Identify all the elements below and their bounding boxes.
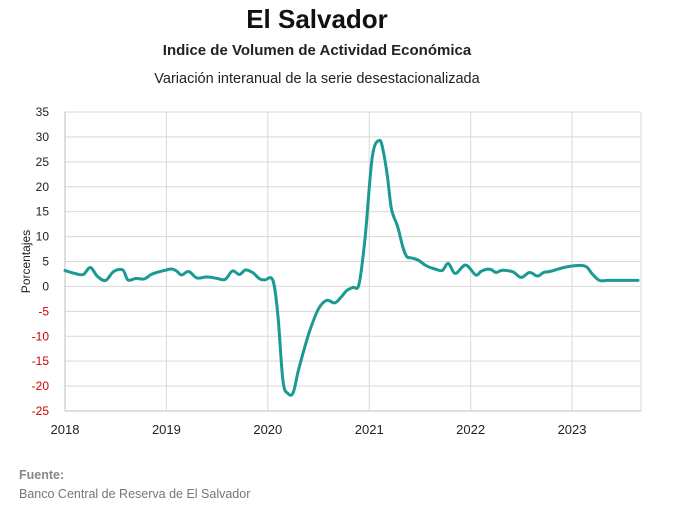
y-tick-label: 15 bbox=[36, 205, 50, 219]
x-tick-label: 2023 bbox=[558, 422, 587, 437]
chart-title: El Salvador bbox=[246, 4, 388, 34]
y-tick-label: 30 bbox=[36, 130, 50, 144]
chart-subtitle: Indice de Volumen de Actividad Económica bbox=[162, 42, 472, 59]
y-tick-label: 5 bbox=[42, 255, 49, 269]
x-tick-label: 2020 bbox=[253, 422, 282, 437]
x-tick-label: 2018 bbox=[51, 422, 80, 437]
y-tick-label: 35 bbox=[36, 105, 50, 119]
chart-subtitle-secondary: Variación interanual de la serie desesta… bbox=[154, 71, 480, 87]
series-line bbox=[63, 138, 640, 397]
x-tick-label: 2022 bbox=[456, 422, 485, 437]
y-tick-label: -5 bbox=[38, 304, 49, 318]
x-tick-label: 2019 bbox=[152, 422, 181, 437]
x-tick-label: 2021 bbox=[355, 422, 384, 437]
y-axis-label: Porcentajes bbox=[19, 230, 33, 293]
y-tick-label: 25 bbox=[36, 155, 50, 169]
y-tick-label: 10 bbox=[36, 230, 50, 244]
y-tick-label: -20 bbox=[32, 379, 50, 393]
y-tick-label: -25 bbox=[32, 404, 50, 418]
y-tick-label: -10 bbox=[32, 329, 50, 343]
source-label: Fuente: bbox=[19, 468, 65, 482]
y-tick-label: 20 bbox=[36, 180, 50, 194]
source-text: Banco Central de Reserva de El Salvador bbox=[19, 487, 251, 501]
y-tick-label: -15 bbox=[32, 354, 50, 368]
y-tick-label: 0 bbox=[42, 279, 49, 293]
